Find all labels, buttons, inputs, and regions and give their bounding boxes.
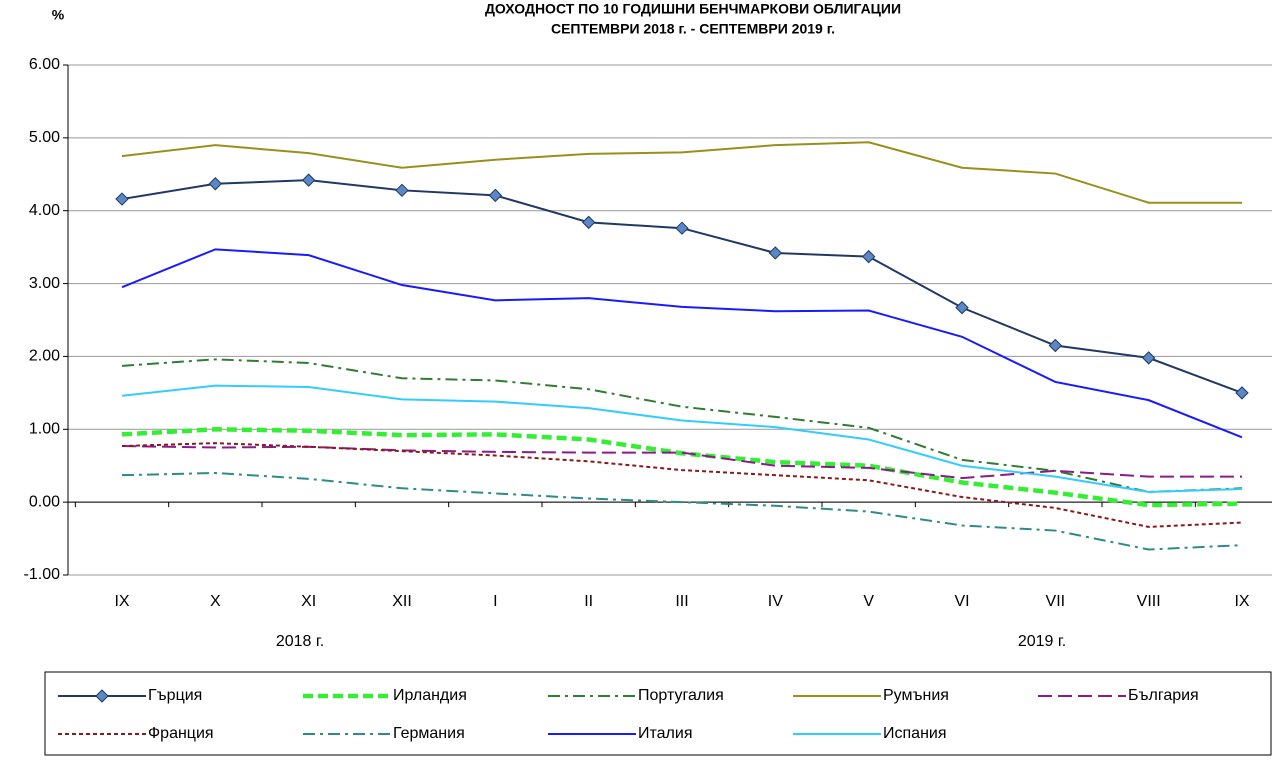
point-marker (581, 215, 596, 230)
x-tick-label: IX (1234, 593, 1249, 610)
series-line (121, 384, 1243, 493)
legend-label: Германия (393, 725, 465, 742)
x-tick-label: VIII (1137, 593, 1161, 610)
legend-label: Италия (638, 725, 692, 742)
point-marker (1048, 338, 1063, 353)
legend-box (44, 671, 1272, 756)
y-axis-label: % (52, 7, 65, 23)
y-tick-label: 4.00 (29, 202, 60, 219)
x-tick-label: III (675, 593, 688, 610)
series-line (121, 427, 1243, 508)
x-tick-label: VI (954, 593, 969, 610)
y-tick-label: 3.00 (29, 275, 60, 292)
point-marker (675, 221, 689, 235)
point-marker (768, 246, 783, 260)
x-tick-label: IX (114, 593, 129, 610)
legend-label: Гърция (148, 687, 202, 704)
legend-label: Румъния (883, 687, 949, 704)
point-marker (301, 173, 316, 187)
legend-label: Испания (883, 725, 947, 742)
x-tick-label: IV (768, 593, 783, 610)
x-tick-label: V (863, 593, 874, 610)
x-tick-label: I (493, 593, 497, 610)
point-marker (488, 188, 503, 203)
y-tick-label: 6.00 (29, 56, 60, 73)
point-marker (1235, 386, 1249, 400)
legend-label: Португалия (638, 687, 724, 704)
chart-title: ДОХОДНОСТ ПО 10 ГОДИШНИ БЕНЧМАРКОВИ ОБЛИ… (485, 1, 901, 17)
series-line (121, 471, 1243, 551)
y-tick-label: 5.00 (29, 129, 60, 146)
y-tick-label: 1.00 (29, 421, 60, 438)
y-tick-label: 0.00 (29, 493, 60, 510)
series-line (121, 445, 1242, 480)
series-line (121, 248, 1243, 439)
point-marker (395, 183, 409, 198)
point-marker (861, 249, 876, 264)
legend-label: България (1128, 687, 1199, 704)
year-label: 2018 г. (276, 633, 324, 650)
x-tick-label: VII (1046, 593, 1066, 610)
point-marker (208, 177, 223, 191)
x-tick-label: XII (392, 593, 412, 610)
legend-label: Ирландия (393, 687, 467, 704)
legend-label: Франция (148, 725, 214, 742)
point-marker (955, 300, 969, 315)
series-line (121, 442, 1243, 528)
year-label: 2019 г. (1018, 633, 1066, 650)
x-tick-label: X (210, 593, 221, 610)
y-tick-label: 2.00 (29, 348, 60, 365)
x-tick-label: XI (301, 593, 316, 610)
chart-subtitle: СЕПТЕМВРИ 2018 г. - СЕПТЕМВРИ 2019 г. (551, 21, 835, 37)
point-marker (115, 192, 129, 206)
y-tick-label: -1.00 (24, 566, 61, 583)
point-marker (1141, 351, 1156, 365)
series-line (121, 141, 1242, 204)
series-line (121, 358, 1243, 493)
x-tick-label: II (584, 593, 593, 610)
series-line (121, 179, 1243, 394)
legend-marker (95, 689, 109, 703)
